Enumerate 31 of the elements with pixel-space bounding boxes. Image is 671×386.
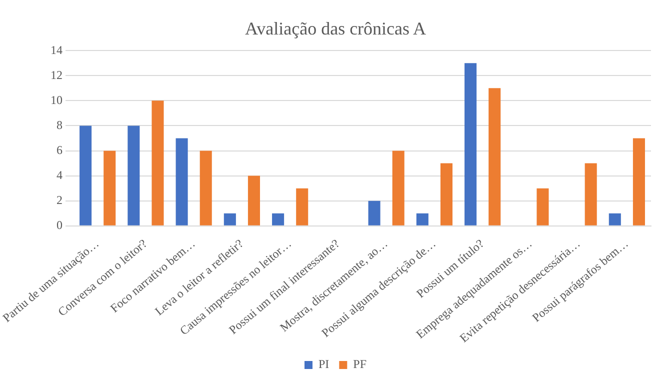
bar [440, 163, 452, 226]
bar [416, 213, 428, 226]
y-tick-label: 12 [50, 68, 63, 82]
bar [272, 213, 284, 226]
bar [488, 88, 501, 226]
bar [176, 138, 188, 226]
bar [224, 213, 236, 226]
y-tick-label: 6 [56, 142, 63, 157]
legend-label: PF [353, 357, 367, 372]
bar [80, 126, 92, 226]
bar [392, 150, 404, 226]
bar [248, 176, 260, 226]
y-tick-label: 4 [56, 168, 63, 182]
legend-label: PI [318, 357, 330, 372]
bar [104, 150, 116, 226]
bar [632, 138, 645, 226]
y-tick-label: 10 [50, 92, 63, 107]
bar [200, 150, 212, 226]
bar [464, 63, 477, 226]
chart-title: Avaliação das crônicas A [244, 18, 426, 39]
bar [128, 126, 140, 226]
bar [152, 100, 164, 226]
y-tick-label: 8 [56, 118, 63, 132]
y-tick-label: 0 [56, 218, 63, 232]
bar [584, 163, 597, 226]
y-tick-label: 14 [50, 42, 63, 57]
bar [368, 200, 380, 226]
y-tick-label: 2 [56, 193, 63, 207]
bar [296, 188, 308, 226]
bar [608, 213, 621, 226]
bar [536, 188, 549, 226]
